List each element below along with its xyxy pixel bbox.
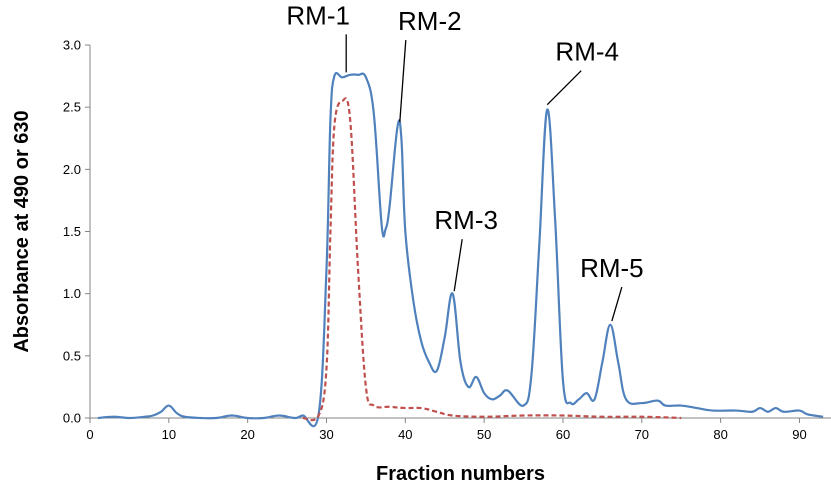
x-tick-label: 50: [477, 427, 491, 442]
x-tick-label: 10: [162, 427, 176, 442]
series-line-solid: [97, 71, 824, 428]
series-layer: [97, 71, 824, 428]
y-tick-label: 0.5: [63, 348, 81, 363]
x-tick-label: 60: [556, 427, 570, 442]
annotation-label: RM-1: [286, 0, 350, 30]
x-tick-label: 20: [240, 427, 254, 442]
annotation-label: RM-3: [434, 205, 498, 235]
y-axis-title: Absorbance at 490 or 630: [11, 110, 33, 352]
y-tick-label: 0.0: [63, 411, 81, 426]
x-tick-label: 70: [635, 427, 649, 442]
y-tick-label: 1.5: [63, 224, 81, 239]
x-tick-label: 30: [319, 427, 333, 442]
x-axis-title: Fraction numbers: [376, 463, 545, 485]
annotation-leader: [453, 239, 463, 292]
annotation-leader: [611, 286, 623, 322]
annotation-label: RM-2: [398, 6, 462, 36]
x-tick-label: 0: [86, 427, 93, 442]
y-tick-label: 1.0: [63, 286, 81, 301]
annotation-leader: [546, 70, 582, 106]
x-tick-label: 90: [792, 427, 806, 442]
axes: 0.0 0.5 1.0 1.5 2.0 2.5 3.0 0 10 20 30 40 50 60 70 80 90: [63, 38, 831, 442]
y-tick-label: 3.0: [63, 38, 81, 53]
x-tick-label: 40: [398, 427, 412, 442]
y-tick-label: 2.5: [63, 100, 81, 115]
x-tick-label: 80: [713, 427, 727, 442]
annotation-layer: RM-1 RM-2 RM-3 RM-4 RM-5: [286, 0, 644, 322]
annotation-label: RM-5: [580, 253, 644, 283]
series-line-dashed: [302, 97, 682, 422]
annotation-leader: [399, 40, 407, 123]
y-tick-label: 2.0: [63, 162, 81, 177]
annotation-label: RM-4: [555, 37, 619, 67]
